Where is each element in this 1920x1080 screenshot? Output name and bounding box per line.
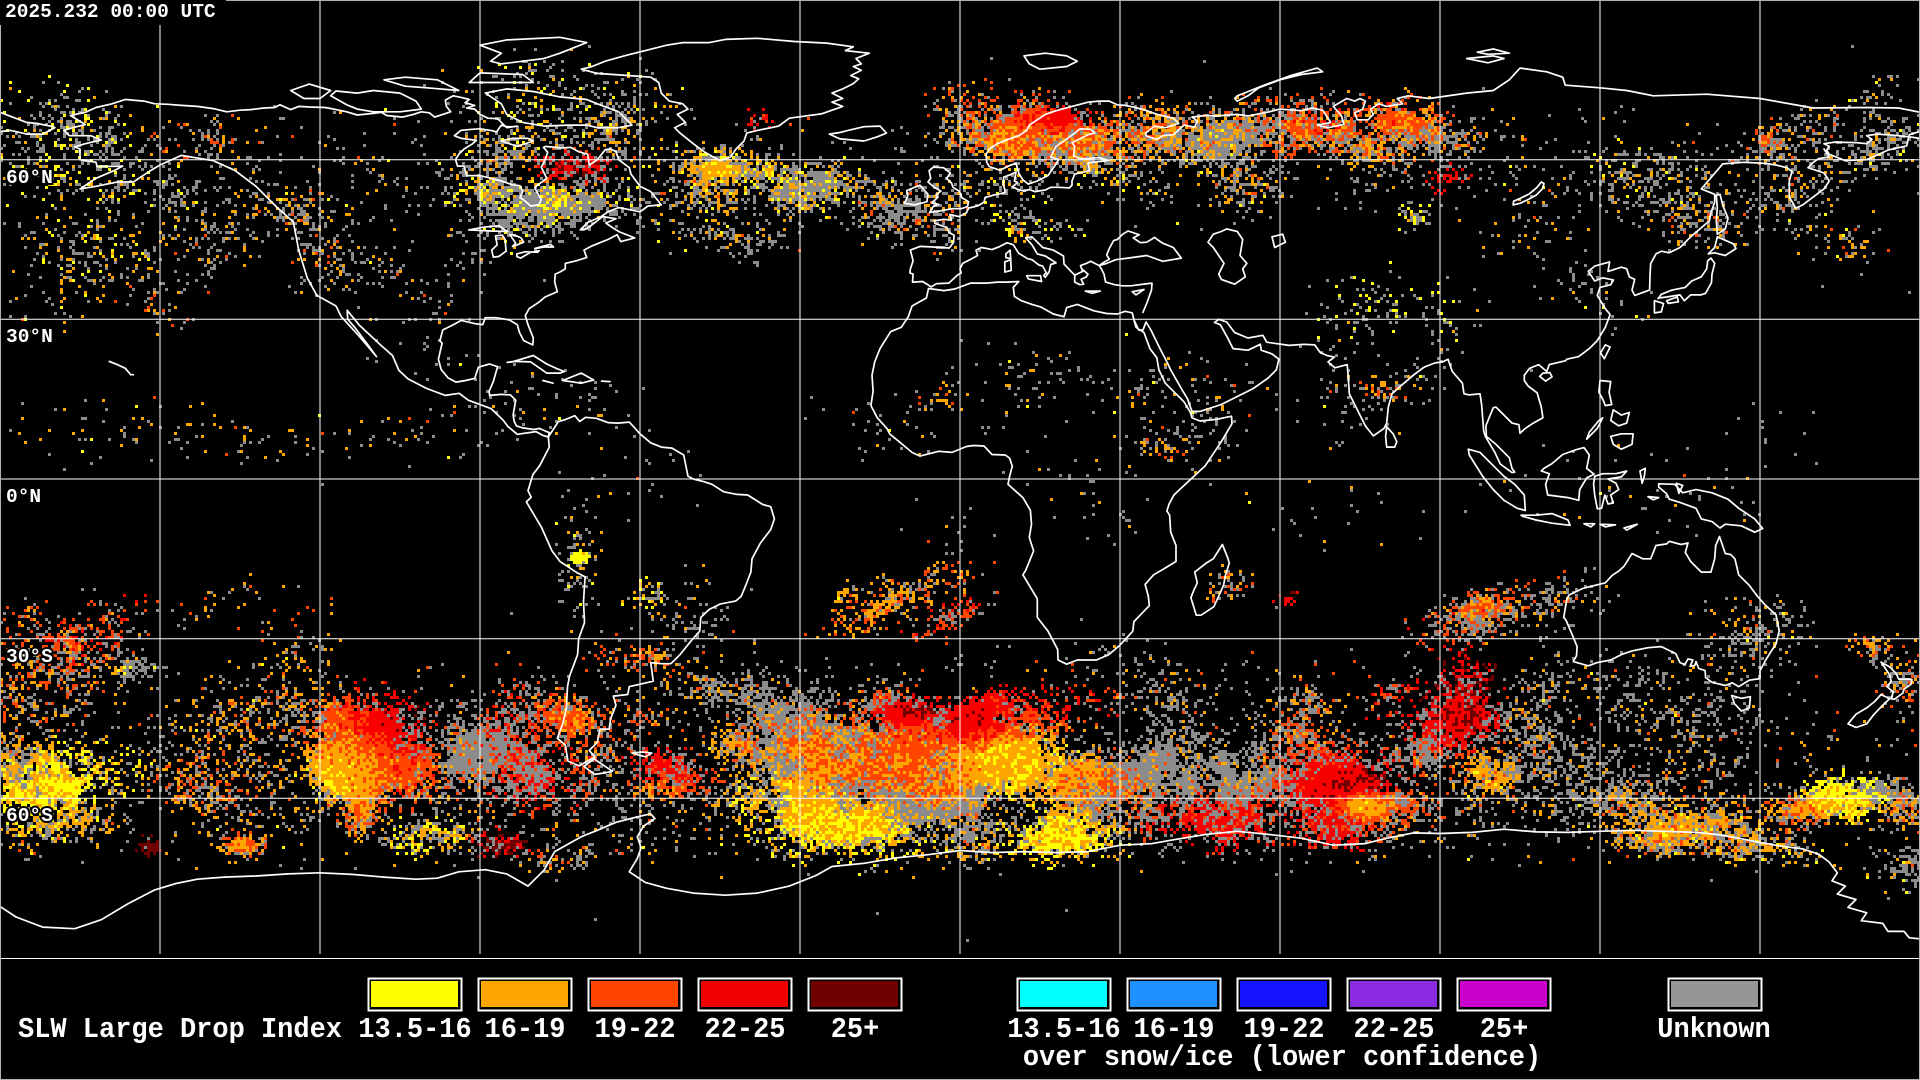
- svg-text:0°N: 0°N: [6, 486, 41, 508]
- svg-text:60°S: 60°S: [6, 805, 53, 827]
- svg-text:60°N: 60°N: [6, 167, 53, 189]
- svg-text:25+: 25+: [831, 1014, 880, 1046]
- svg-text:22-25: 22-25: [705, 1014, 786, 1046]
- svg-text:13.5-16: 13.5-16: [1007, 1014, 1120, 1046]
- svg-text:25+: 25+: [1480, 1014, 1529, 1046]
- svg-text:13.5-16: 13.5-16: [358, 1014, 471, 1046]
- svg-text:19-22: 19-22: [1244, 1014, 1325, 1046]
- svg-text:19-22: 19-22: [595, 1014, 676, 1046]
- svg-text:2025.232 00:00 UTC: 2025.232 00:00 UTC: [5, 1, 216, 23]
- svg-text:22-25: 22-25: [1354, 1014, 1435, 1046]
- svg-text:Unknown: Unknown: [1657, 1014, 1770, 1046]
- svg-text:30°N: 30°N: [6, 326, 53, 348]
- svg-text:16-19: 16-19: [485, 1014, 566, 1046]
- svg-text:30°S: 30°S: [6, 646, 53, 668]
- svg-text:SLW Large Drop Index: SLW Large Drop Index: [18, 1014, 342, 1046]
- svg-text:16-19: 16-19: [1134, 1014, 1215, 1046]
- svg-text:over snow/ice (lower confidenc: over snow/ice (lower confidence): [1023, 1042, 1541, 1074]
